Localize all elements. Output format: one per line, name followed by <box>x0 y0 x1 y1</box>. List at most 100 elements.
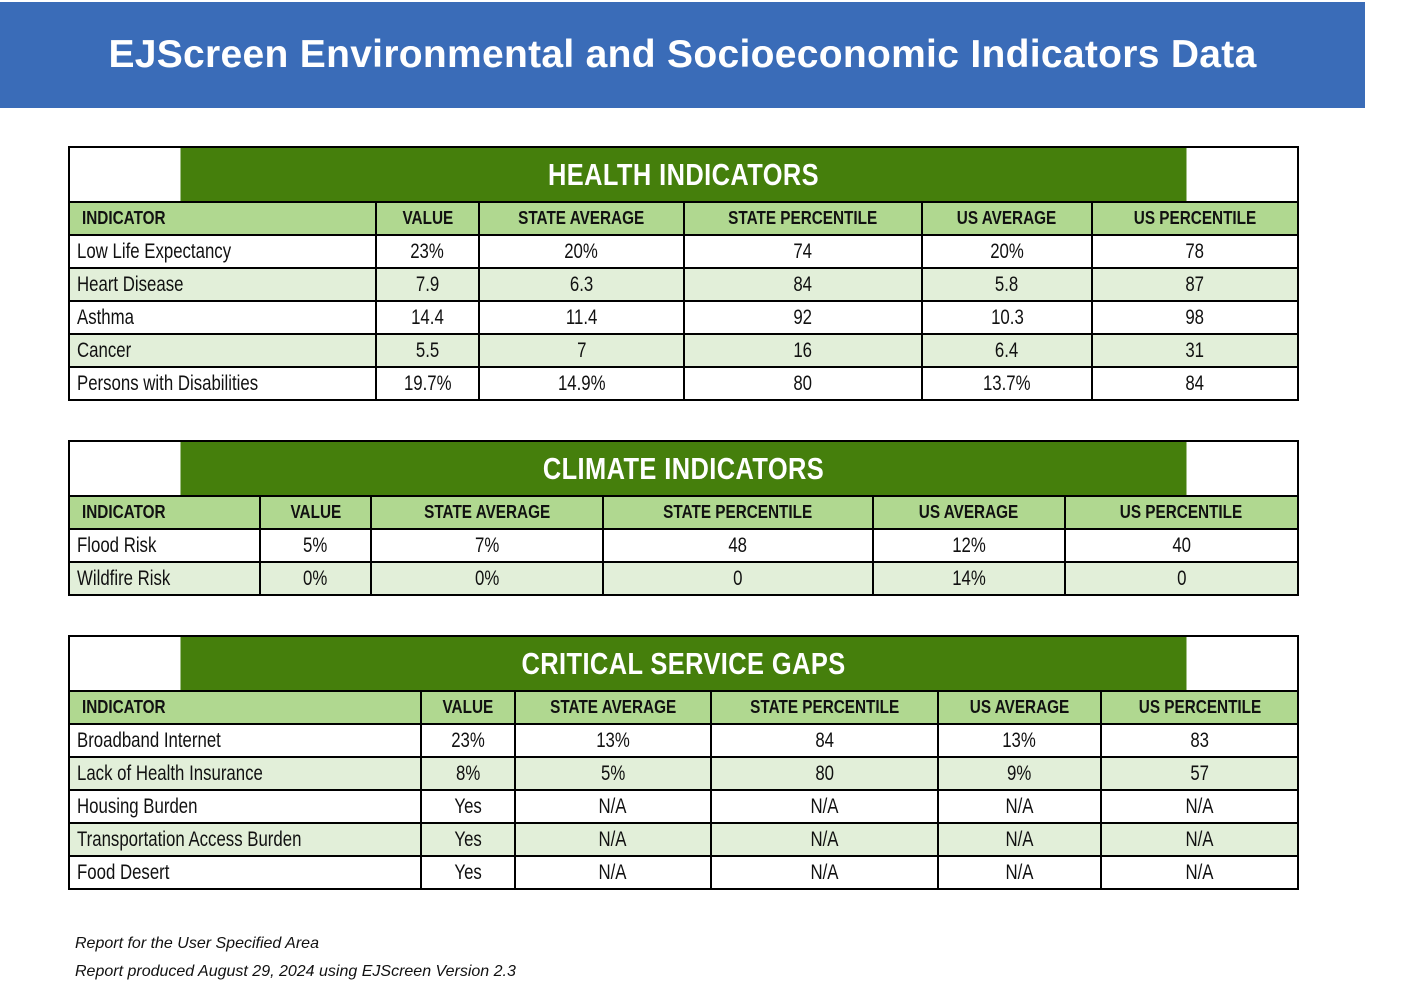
us-percentile-cell: 83 <box>1099 723 1300 758</box>
state-average-cell: 11.4 <box>478 300 685 335</box>
column-header: US PERCENTILE <box>1099 690 1300 725</box>
section-title: CLIMATE INDICATORS <box>178 440 1189 497</box>
column-header: STATE AVERAGE <box>370 495 604 530</box>
state-average-cell: N/A <box>514 789 712 824</box>
climate-indicators-table: CLIMATE INDICATORS INDICATOR VALUE STATE… <box>68 440 1300 596</box>
column-header: US AVERAGE <box>872 495 1066 530</box>
state-average-cell: N/A <box>514 822 712 857</box>
column-header-row: INDICATOR VALUE STATE AVERAGE STATE PERC… <box>68 690 1300 725</box>
us-percentile-cell: N/A <box>1099 789 1300 824</box>
value-cell: Yes <box>420 789 516 824</box>
column-header: STATE PERCENTILE <box>710 690 939 725</box>
health-indicators-table: HEALTH INDICATORS INDICATOR VALUE STATE … <box>68 146 1300 401</box>
indicator-name: Wildfire Risk <box>68 561 261 596</box>
table-row: Housing Burden Yes N/A N/A N/A N/A <box>68 789 1300 824</box>
us-average-cell: 20% <box>921 234 1093 269</box>
value-cell: 14.4 <box>375 300 480 335</box>
us-percentile-cell: 40 <box>1063 528 1300 563</box>
table-row: Broadband Internet 23% 13% 84 13% 83 <box>68 723 1300 758</box>
table-row: Lack of Health Insurance 8% 5% 80 9% 57 <box>68 756 1300 791</box>
table-row: Wildfire Risk 0% 0% 0 14% 0 <box>68 561 1300 596</box>
indicator-name: Transportation Access Burden <box>68 822 422 857</box>
table-row: Cancer 5.5 7 16 6.4 31 <box>68 333 1300 368</box>
table-row: Transportation Access Burden Yes N/A N/A… <box>68 822 1300 857</box>
state-percentile-cell: N/A <box>710 789 939 824</box>
section-title: CRITICAL SERVICE GAPS <box>178 635 1189 692</box>
column-header: STATE AVERAGE <box>514 690 712 725</box>
us-percentile-cell: 31 <box>1090 333 1300 368</box>
us-percentile-cell: N/A <box>1099 855 1300 890</box>
table-row: Food Desert Yes N/A N/A N/A N/A <box>68 855 1300 890</box>
us-average-cell: N/A <box>937 822 1102 857</box>
column-header: INDICATOR <box>68 201 377 236</box>
indicator-name: Low Life Expectancy <box>68 234 377 269</box>
section-title: HEALTH INDICATORS <box>178 146 1189 203</box>
value-cell: Yes <box>420 855 516 890</box>
us-percentile-cell: 78 <box>1090 234 1300 269</box>
column-header: US PERCENTILE <box>1090 201 1300 236</box>
state-average-cell: N/A <box>514 855 712 890</box>
column-header: US PERCENTILE <box>1063 495 1300 530</box>
value-cell: 19.7% <box>375 366 480 401</box>
state-average-cell: 0% <box>370 561 604 596</box>
indicator-name: Housing Burden <box>68 789 422 824</box>
us-average-cell: 13% <box>937 723 1102 758</box>
column-header: US AVERAGE <box>937 690 1102 725</box>
table-row: Flood Risk 5% 7% 48 12% 40 <box>68 528 1300 563</box>
report-produced-note: Report produced August 29, 2024 using EJ… <box>75 963 516 980</box>
value-cell: 23% <box>420 723 516 758</box>
state-percentile-cell: 74 <box>683 234 923 269</box>
us-percentile-cell: N/A <box>1099 822 1300 857</box>
state-percentile-cell: 80 <box>710 756 939 791</box>
state-percentile-cell: 84 <box>683 267 923 302</box>
value-cell: Yes <box>420 822 516 857</box>
us-percentile-cell: 0 <box>1063 561 1300 596</box>
us-average-cell: N/A <box>937 855 1102 890</box>
state-percentile-cell: N/A <box>710 855 939 890</box>
indicator-name: Food Desert <box>68 855 422 890</box>
column-header: STATE PERCENTILE <box>602 495 874 530</box>
value-cell: 7.9 <box>375 267 480 302</box>
value-cell: 5% <box>259 528 372 563</box>
us-percentile-cell: 98 <box>1090 300 1300 335</box>
us-average-cell: 13.7% <box>921 366 1093 401</box>
state-percentile-cell: 84 <box>710 723 939 758</box>
indicator-name: Broadband Internet <box>68 723 422 758</box>
state-average-cell: 14.9% <box>478 366 685 401</box>
indicator-name: Heart Disease <box>68 267 377 302</box>
state-percentile-cell: 80 <box>683 366 923 401</box>
table-row: Persons with Disabilities 19.7% 14.9% 80… <box>68 366 1300 401</box>
page-title: EJScreen Environmental and Socioeconomic… <box>108 33 1257 76</box>
column-header-row: INDICATOR VALUE STATE AVERAGE STATE PERC… <box>68 495 1300 530</box>
indicator-name: Asthma <box>68 300 377 335</box>
value-cell: 23% <box>375 234 480 269</box>
critical-service-gaps-table: CRITICAL SERVICE GAPS INDICATOR VALUE ST… <box>68 635 1300 890</box>
value-cell: 0% <box>259 561 372 596</box>
us-percentile-cell: 84 <box>1090 366 1300 401</box>
table-row: Heart Disease 7.9 6.3 84 5.8 87 <box>68 267 1300 302</box>
column-header: INDICATOR <box>68 495 261 530</box>
indicator-name: Flood Risk <box>68 528 261 563</box>
indicator-name: Persons with Disabilities <box>68 366 377 401</box>
state-average-cell: 20% <box>478 234 685 269</box>
indicator-name: Cancer <box>68 333 377 368</box>
us-average-cell: 12% <box>872 528 1066 563</box>
value-cell: 8% <box>420 756 516 791</box>
column-header: INDICATOR <box>68 690 422 725</box>
state-percentile-cell: 0 <box>602 561 874 596</box>
us-average-cell: 14% <box>872 561 1066 596</box>
us-average-cell: 5.8 <box>921 267 1093 302</box>
table-row: Low Life Expectancy 23% 20% 74 20% 78 <box>68 234 1300 269</box>
us-percentile-cell: 57 <box>1099 756 1300 791</box>
column-header-row: INDICATOR VALUE STATE AVERAGE STATE PERC… <box>68 201 1300 236</box>
state-percentile-cell: N/A <box>710 822 939 857</box>
state-percentile-cell: 92 <box>683 300 923 335</box>
state-average-cell: 7% <box>370 528 604 563</box>
state-average-cell: 5% <box>514 756 712 791</box>
column-header: STATE PERCENTILE <box>683 201 923 236</box>
indicator-name: Lack of Health Insurance <box>68 756 422 791</box>
us-average-cell: 9% <box>937 756 1102 791</box>
us-average-cell: 6.4 <box>921 333 1093 368</box>
state-percentile-cell: 48 <box>602 528 874 563</box>
us-average-cell: N/A <box>937 789 1102 824</box>
